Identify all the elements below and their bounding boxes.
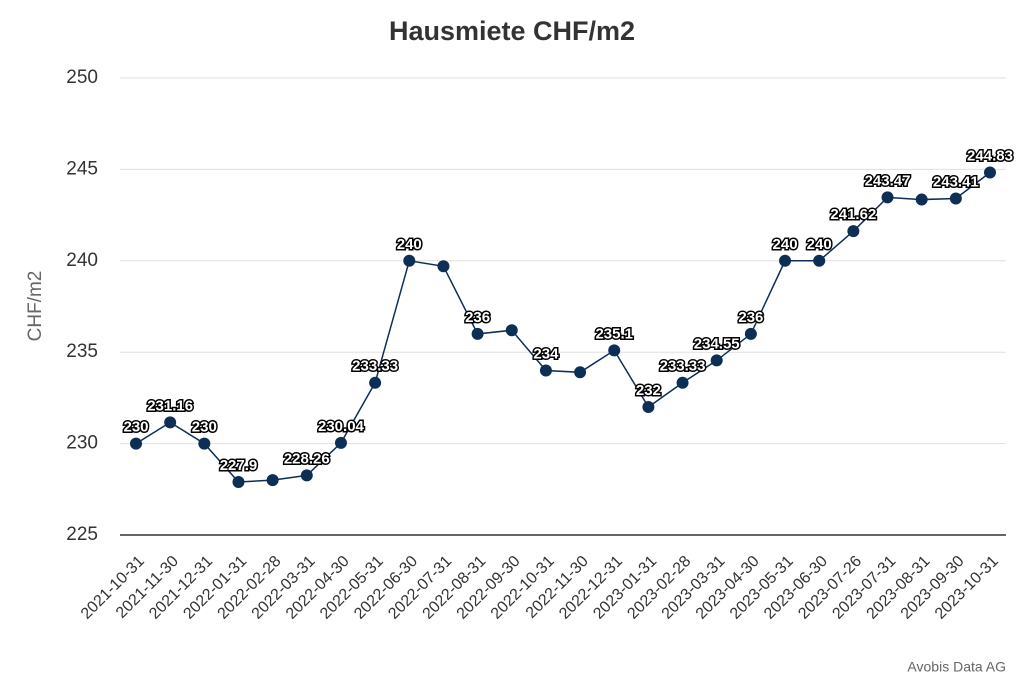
point (130, 437, 142, 450)
value-label: 244.83 (967, 147, 1013, 164)
point (369, 376, 382, 389)
chart-title: Hausmiete CHF/m2 (389, 16, 635, 46)
point (198, 437, 211, 450)
y-tick-label: 250 (66, 67, 98, 88)
value-label: 235.1 (595, 325, 633, 342)
value-label: 234 (533, 345, 559, 362)
point (710, 354, 723, 367)
point (608, 344, 621, 357)
point (881, 191, 894, 204)
point (266, 474, 279, 487)
point (334, 436, 347, 449)
y-tick-label: 235 (66, 341, 98, 362)
point (300, 469, 313, 482)
value-label: 236 (738, 309, 763, 326)
point (164, 416, 177, 429)
point (676, 376, 689, 389)
value-label: 230 (123, 419, 148, 436)
y-tick-label: 240 (66, 250, 98, 271)
value-label: 240 (773, 236, 798, 253)
point (232, 475, 245, 488)
value-label: 243.47 (865, 172, 911, 189)
value-label: 230 (192, 419, 217, 436)
value-label: 228.26 (284, 450, 330, 467)
point (779, 254, 792, 267)
value-label: 233.33 (660, 358, 706, 375)
y-tick-label: 245 (66, 158, 98, 179)
point (437, 260, 450, 273)
value-label: 240 (397, 236, 422, 253)
point (403, 254, 416, 267)
value-label: 243.41 (933, 173, 979, 190)
value-label: 236 (465, 309, 490, 326)
point (847, 225, 860, 238)
point (471, 327, 484, 340)
point (744, 327, 757, 340)
value-label: 234.55 (694, 335, 740, 352)
y-axis-title: CHF/m2 (25, 271, 46, 342)
source: Avobis Data AG (907, 659, 1006, 675)
value-label: 227.9 (220, 457, 258, 474)
point (984, 166, 996, 179)
value-label: 241.62 (830, 206, 876, 223)
value-label: 231.16 (147, 397, 193, 414)
point (813, 254, 826, 267)
point (574, 366, 587, 379)
value-label: 230.04 (318, 418, 365, 435)
value-label: 232 (636, 382, 661, 399)
point (915, 193, 928, 206)
point (539, 364, 552, 377)
y-tick-label: 230 (66, 433, 98, 454)
point (949, 192, 962, 205)
point (642, 401, 655, 414)
point (505, 324, 518, 337)
value-label: 240 (807, 236, 832, 253)
y-tick-label: 225 (66, 524, 98, 545)
value-label: 233.33 (352, 358, 398, 375)
